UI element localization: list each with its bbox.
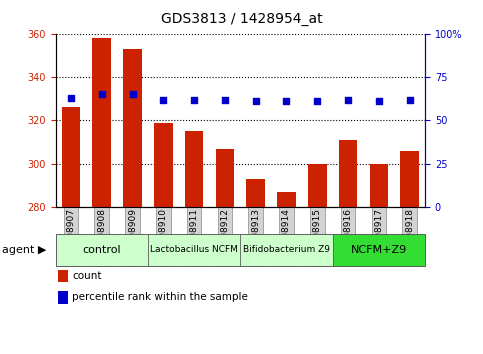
Text: percentile rank within the sample: percentile rank within the sample bbox=[72, 292, 248, 302]
Point bbox=[406, 97, 413, 102]
Point bbox=[159, 97, 167, 102]
Bar bbox=[185, 131, 203, 207]
Point bbox=[313, 98, 321, 104]
Bar bbox=[62, 107, 80, 207]
Point bbox=[252, 98, 259, 104]
Point bbox=[128, 92, 136, 97]
Point bbox=[344, 97, 352, 102]
Text: agent ▶: agent ▶ bbox=[2, 245, 47, 255]
Text: Bifidobacterium Z9: Bifidobacterium Z9 bbox=[243, 245, 330, 254]
Bar bbox=[246, 179, 265, 207]
Point bbox=[221, 97, 229, 102]
Text: NCFM+Z9: NCFM+Z9 bbox=[351, 245, 407, 255]
Bar bbox=[400, 151, 419, 207]
Point bbox=[67, 95, 75, 101]
Bar bbox=[92, 38, 111, 207]
Bar bbox=[369, 164, 388, 207]
Bar bbox=[154, 122, 172, 207]
Point bbox=[190, 97, 198, 102]
Bar bbox=[339, 140, 357, 207]
Bar bbox=[215, 149, 234, 207]
Text: control: control bbox=[83, 245, 121, 255]
Point bbox=[375, 98, 383, 104]
Text: GDS3813 / 1428954_at: GDS3813 / 1428954_at bbox=[161, 12, 322, 27]
Bar bbox=[308, 164, 327, 207]
Text: Lactobacillus NCFM: Lactobacillus NCFM bbox=[150, 245, 238, 254]
Bar bbox=[123, 49, 142, 207]
Point bbox=[283, 98, 290, 104]
Point bbox=[98, 92, 106, 97]
Text: count: count bbox=[72, 271, 102, 281]
Bar bbox=[277, 192, 296, 207]
